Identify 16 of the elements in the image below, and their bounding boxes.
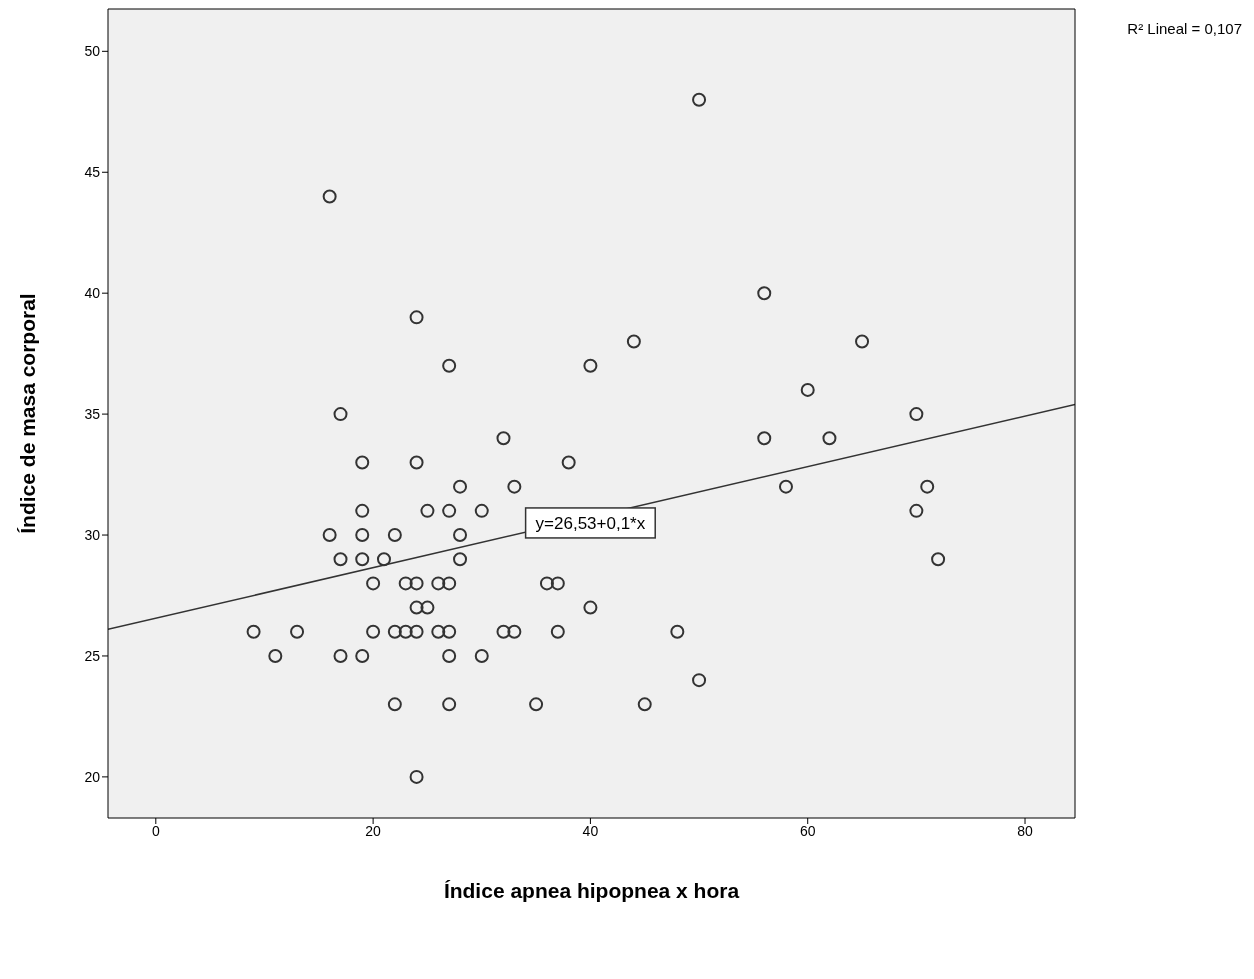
x-axis-title: Índice apnea hipopnea x hora [443,879,740,902]
x-tick-label: 80 [1017,822,1034,839]
x-tick-label: 20 [365,822,382,839]
y-tick-label: 25 [84,647,101,664]
annotation: y=26,53+0,1*x [535,513,646,533]
y-axis-title: Índice de masa corporal [16,293,40,534]
y-tick-label: 50 [84,43,101,60]
x-tick-label: 0 [151,822,160,839]
y-tick-label: 45 [84,164,101,181]
text: R² Lineal = 0,107 [1127,20,1242,37]
y-tick-label: 40 [84,285,101,302]
y-tick-label: 30 [84,527,101,543]
y-tick-label: 35 [84,406,101,423]
x-tick-label: 40 [582,822,599,839]
x-tick-label: 60 [799,822,816,839]
y-tick-label: 20 [84,768,101,785]
